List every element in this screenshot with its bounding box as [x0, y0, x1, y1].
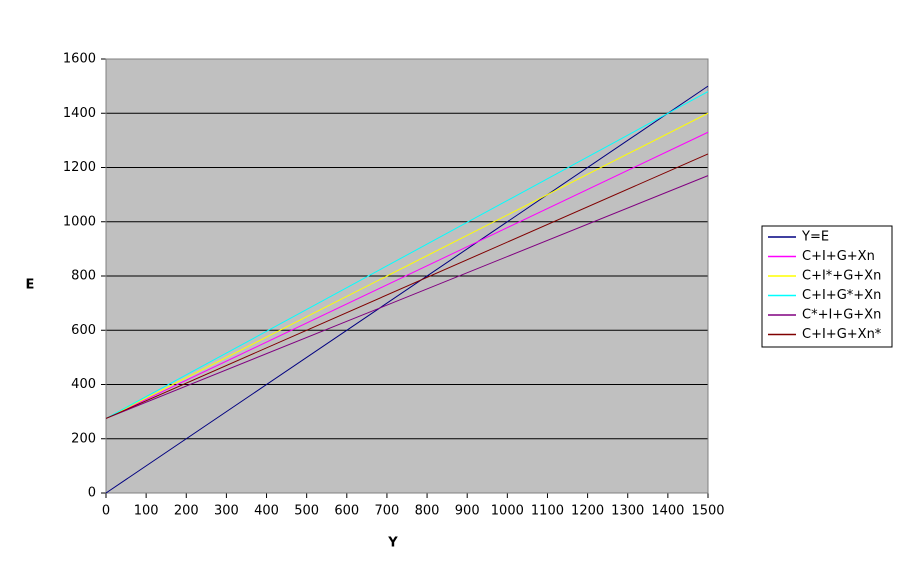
- x-tick-label: 1100: [531, 504, 564, 519]
- x-tick-label: 1200: [571, 504, 604, 519]
- x-tick-label: 1500: [691, 504, 724, 519]
- x-tick-label: 500: [294, 504, 319, 519]
- legend-label: Y=E: [801, 230, 829, 245]
- legend-label: C+I+G+Xn: [802, 249, 875, 264]
- series-line: [105, 85, 709, 494]
- series-line: [105, 153, 709, 419]
- y-tick-label: 1600: [63, 52, 96, 67]
- legend-label: C+I+G*+Xn: [802, 288, 881, 303]
- x-tick-label: 1400: [651, 504, 684, 519]
- series-line: [105, 112, 709, 419]
- y-tick-label: 1000: [63, 214, 96, 229]
- x-tick-label: 300: [214, 504, 239, 519]
- x-tick-label: 0: [102, 504, 110, 519]
- legend-box: [761, 225, 893, 348]
- x-tick-label: 400: [254, 504, 279, 519]
- y-tick-label: 1200: [63, 160, 96, 175]
- y-tick-label: 400: [71, 377, 96, 392]
- x-tick-label: 700: [375, 504, 400, 519]
- x-tick-label: 1300: [611, 504, 644, 519]
- series-line: [105, 175, 709, 419]
- plot-border: [105, 58, 709, 494]
- series-line: [105, 131, 709, 419]
- y-axis-title: E: [26, 278, 35, 293]
- legend-label: C+I*+G+Xn: [802, 269, 881, 284]
- x-tick-label: 600: [334, 504, 359, 519]
- y-tick-label: 800: [71, 269, 96, 284]
- x-tick-label: 100: [134, 504, 159, 519]
- legend-label: C+I+G+Xn*: [802, 327, 882, 342]
- x-tick-label: 900: [455, 504, 480, 519]
- series-line: [105, 91, 709, 419]
- x-tick-label: 1000: [491, 504, 524, 519]
- y-tick-label: 1400: [63, 106, 96, 121]
- y-tick-label: 200: [71, 431, 96, 446]
- y-tick-label: 0: [88, 486, 96, 501]
- y-tick-label: 600: [71, 323, 96, 338]
- x-tick-label: 200: [174, 504, 199, 519]
- legend-label: C*+I+G+Xn: [802, 308, 881, 323]
- x-axis-title: Y: [387, 536, 398, 551]
- x-tick-label: 800: [415, 504, 440, 519]
